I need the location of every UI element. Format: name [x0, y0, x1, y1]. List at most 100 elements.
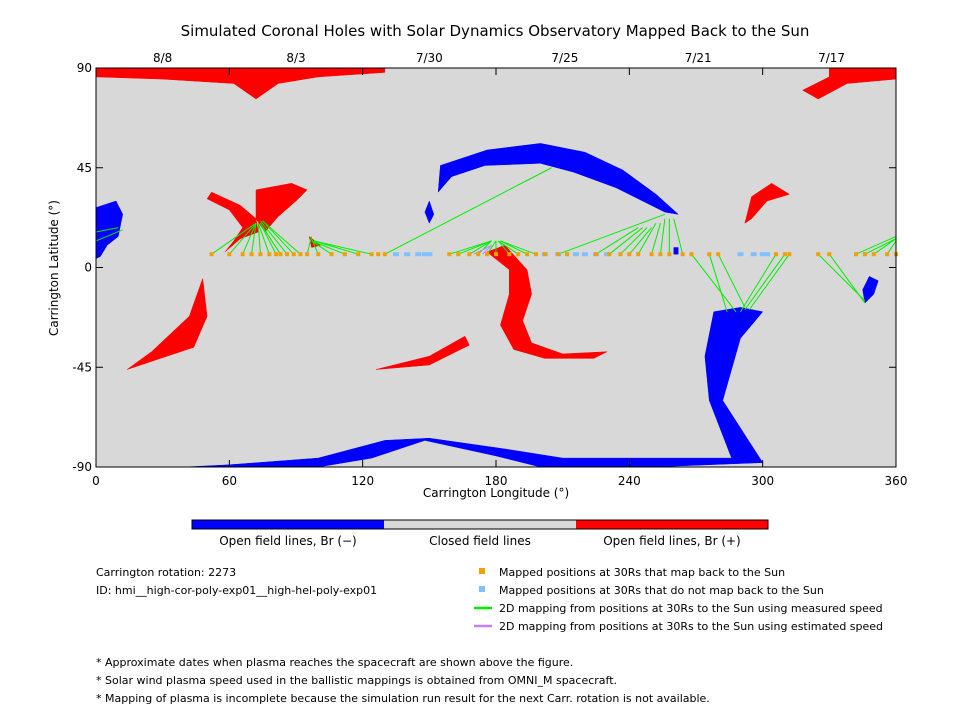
x-tick-label-120: 120 [351, 474, 374, 488]
point-map-back-29 [542, 252, 547, 257]
footnote-3: * Mapping of plasma is incomplete becaus… [96, 692, 710, 705]
point-map-back-45 [782, 252, 787, 257]
colorbar-label-negative: Open field lines, Br (−) [219, 534, 357, 548]
point-map-back-6 [274, 252, 278, 257]
mapping-lines [95, 167, 897, 313]
mapping-line-measured-15 [311, 240, 332, 255]
mapping-line-measured-6 [257, 223, 261, 255]
point-map-back-31 [565, 252, 570, 257]
point-map-back-23 [485, 252, 490, 257]
coronal-hole-positive-2 [206, 191, 259, 253]
mapping-line-measured-1 [95, 227, 119, 233]
coronal-hole-negative-13 [862, 276, 879, 304]
point-map-back-43 [716, 252, 721, 257]
coronal-hole-positive-6 [486, 245, 608, 359]
point-map-back-17 [376, 252, 381, 257]
point-no-map-back-4 [426, 252, 433, 257]
axes: 0 60 120 180 240 300 360 -90 -45 0 45 90 8/8 8/3 7/30 7… [72, 51, 907, 488]
point-map-back-15 [356, 252, 361, 257]
date-label-0: 8/8 [153, 51, 172, 65]
coronal-hole-negative-14 [673, 247, 679, 255]
mapping-line-measured-5 [251, 223, 257, 255]
point-map-back-34 [618, 252, 623, 257]
point-map-back-49 [854, 252, 858, 257]
y-tick-label-0: 0 [84, 261, 92, 275]
point-no-map-back-11 [737, 252, 744, 257]
colorbar: Open field lines, Br (−) Closed field li… [191, 519, 769, 548]
point-map-back-3 [249, 252, 254, 257]
point-map-back-2 [240, 252, 245, 257]
point-map-back-28 [534, 252, 538, 257]
point-map-back-22 [476, 252, 481, 257]
mapping-line-measured-43 [740, 253, 777, 313]
date-label-3: 7/25 [551, 51, 578, 65]
y-axis-label: Carrington Latitude (°) [47, 200, 61, 336]
mapping-line-measured-29 [500, 240, 537, 255]
point-map-back-48 [827, 252, 832, 257]
point-no-map-back-10 [604, 252, 611, 257]
mapping-line-measured-44 [744, 253, 786, 310]
legend: Mapped positions at 30Rs that map back t… [474, 566, 883, 633]
x-tick-label-360: 360 [885, 474, 908, 488]
mapping-line-measured-12 [262, 220, 301, 255]
legend-marker-no-map-back [479, 586, 485, 592]
date-label-2: 7/30 [416, 51, 443, 65]
date-label-1: 8/3 [286, 51, 305, 65]
mapping-line-measured-49 [864, 238, 897, 255]
point-map-back-5 [267, 252, 272, 257]
carrington-rotation-text: Carrington rotation: 2273 [96, 566, 236, 579]
point-map-back-33 [607, 252, 612, 257]
colorbar-label-positive: Open field lines, Br (+) [603, 534, 741, 548]
mapping-line-measured-11 [262, 220, 295, 255]
point-map-back-32 [594, 252, 598, 257]
point-map-back-51 [871, 252, 876, 257]
mapping-line-measured-8 [259, 222, 277, 255]
point-map-back-37 [649, 252, 654, 257]
legend-label-map-back: Mapped positions at 30Rs that map back t… [499, 566, 785, 579]
mapping-line-measured-30 [558, 213, 666, 255]
point-map-back-50 [862, 252, 867, 257]
x-axis-label: Carrington Longitude (°) [423, 486, 569, 500]
point-map-back-38 [658, 252, 663, 257]
date-label-5: 7/17 [818, 51, 845, 65]
legend-label-estimated-speed: 2D mapping from positions at 30Rs to the… [499, 620, 883, 633]
coronal-hole-positive-4 [126, 278, 208, 370]
point-map-back-36 [636, 252, 641, 257]
x-tick-label-300: 300 [751, 474, 774, 488]
x-tick-label-0: 0 [92, 474, 100, 488]
legend-marker-map-back [479, 568, 485, 574]
mapping-line-measured-41 [708, 254, 728, 312]
footnote-2: * Solar wind plasma speed used in the ba… [96, 674, 617, 687]
point-map-back-8 [285, 252, 290, 257]
y-tick-label-45: 45 [77, 161, 92, 175]
point-map-back-20 [456, 252, 461, 257]
mapping-line-measured-51 [886, 240, 897, 255]
mapping-line-measured-34 [628, 227, 652, 255]
mapping-line-measured-21 [458, 240, 492, 255]
legend-label-measured-speed: 2D mapping from positions at 30Rs to the… [499, 602, 883, 615]
mapping-line-measured-2 [211, 222, 257, 255]
colorbar-frame [191, 519, 769, 530]
coronal-hole-positive-5 [375, 335, 470, 370]
point-map-back-4 [258, 252, 263, 257]
mapping-line-measured-37 [659, 218, 666, 255]
point-map-back-19 [447, 252, 452, 257]
point-no-map-back-7 [573, 252, 579, 257]
mapping-line-measured-10 [260, 220, 288, 255]
point-map-back-11 [305, 252, 310, 257]
map-background [95, 67, 897, 468]
point-map-back-9 [291, 252, 296, 257]
run-id-text: ID: hmi__high-cor-poly-exp01__high-hel-p… [96, 584, 377, 597]
mapping-line-measured-18 [313, 240, 372, 255]
mapping-line-measured-42 [717, 253, 746, 308]
point-map-back-39 [667, 252, 672, 257]
colorbar-negative [192, 520, 384, 529]
point-map-back-30 [556, 252, 561, 257]
point-map-back-21 [467, 252, 472, 257]
mapping-line-measured-4 [242, 222, 257, 255]
point-map-back-46 [787, 252, 792, 257]
point-map-back-12 [316, 252, 321, 257]
coronal-hole-positive-7 [744, 183, 790, 224]
mapping-line-measured-3 [228, 222, 257, 255]
